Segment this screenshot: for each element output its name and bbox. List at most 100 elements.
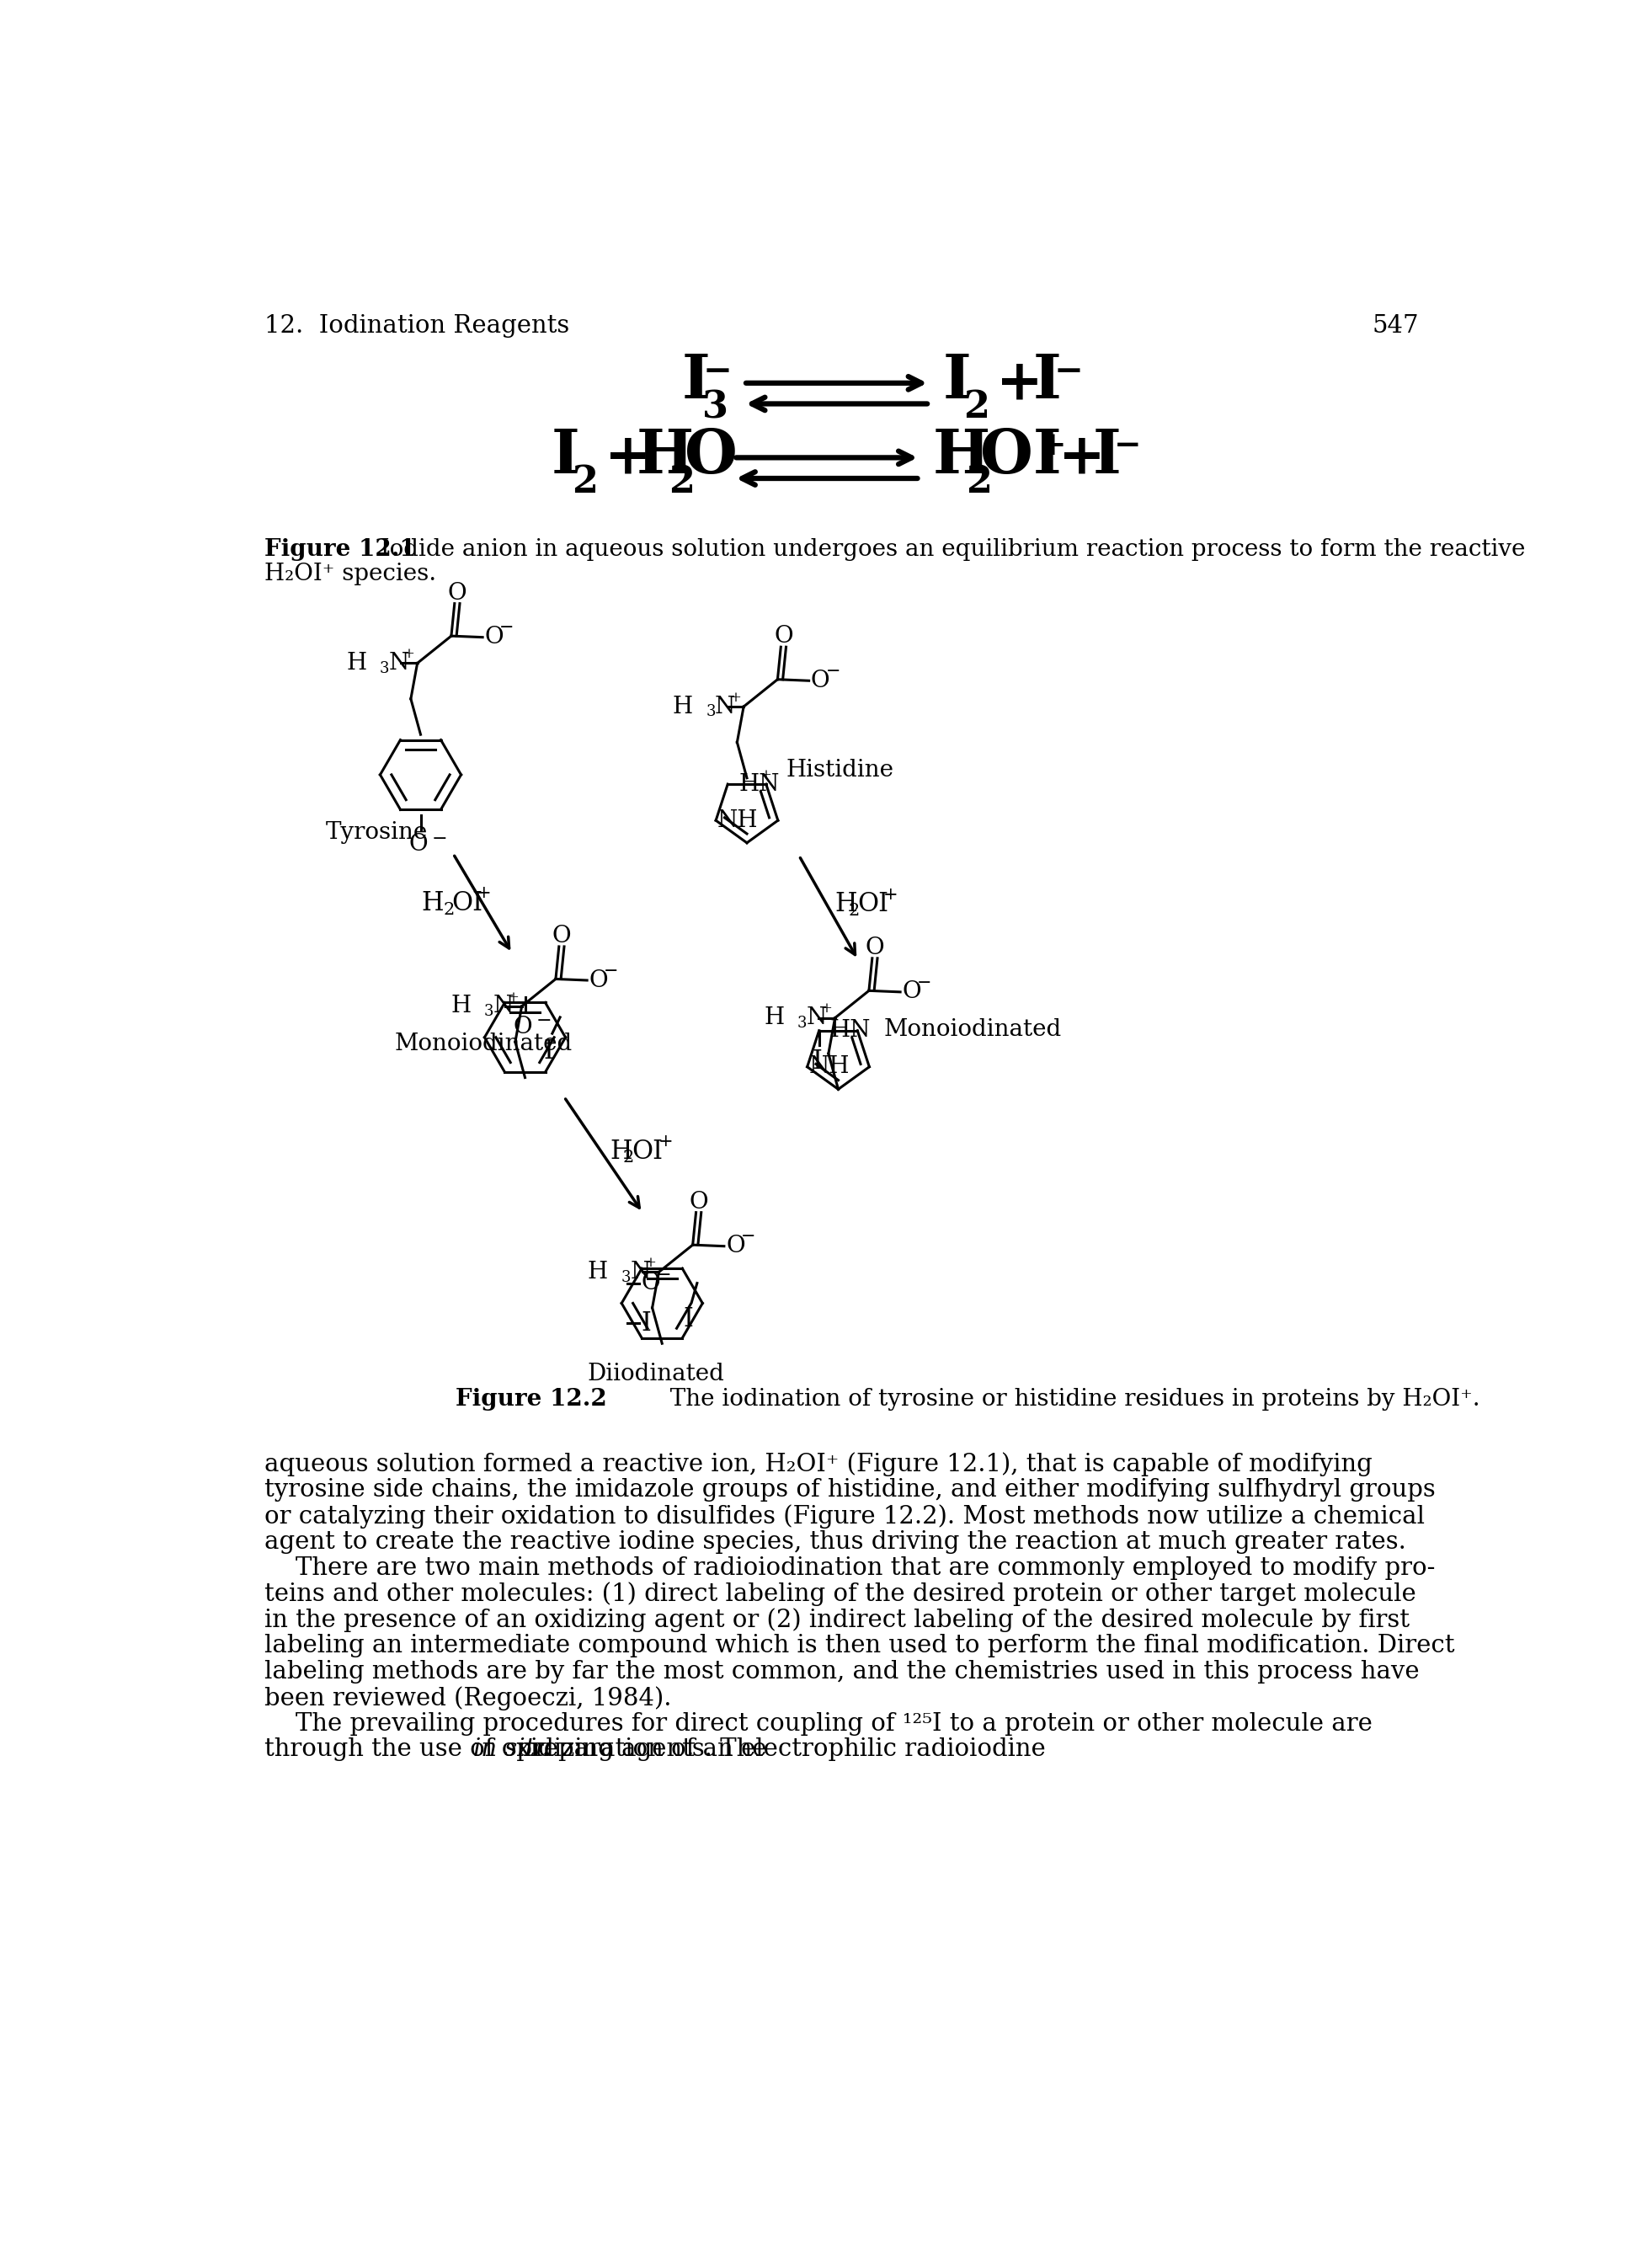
- Text: +: +: [821, 1002, 832, 1016]
- Text: labeling methods are by far the most common, and the chemistries used in this pr: labeling methods are by far the most com…: [264, 1660, 1419, 1683]
- Text: H: H: [609, 1139, 632, 1163]
- Text: N: N: [631, 1261, 650, 1284]
- Text: OI: OI: [980, 426, 1061, 485]
- Text: H₂OI⁺ species.: H₂OI⁺ species.: [264, 562, 435, 585]
- Text: +: +: [729, 689, 741, 705]
- Text: −: −: [1113, 429, 1141, 463]
- Text: O: O: [589, 968, 608, 991]
- Text: 3: 3: [379, 660, 389, 676]
- Text: 2: 2: [443, 903, 455, 919]
- Text: 3: 3: [621, 1270, 631, 1286]
- Text: +: +: [476, 885, 491, 900]
- Text: been reviewed (Regoeczi, 1984).: been reviewed (Regoeczi, 1984).: [264, 1685, 672, 1710]
- Text: Figure 12.2: Figure 12.2: [456, 1388, 608, 1411]
- Text: NH: NH: [718, 810, 759, 832]
- Text: N: N: [389, 651, 409, 674]
- Text: I: I: [544, 1039, 553, 1064]
- Text: 2: 2: [622, 1150, 634, 1166]
- Text: O: O: [685, 426, 737, 485]
- Text: −: −: [499, 619, 514, 637]
- Text: +: +: [997, 356, 1043, 411]
- Text: I: I: [642, 1311, 652, 1336]
- Text: Tyrosine: Tyrosine: [327, 821, 429, 844]
- Text: −: −: [741, 1229, 755, 1245]
- Text: O: O: [690, 1191, 708, 1213]
- Text: +: +: [402, 646, 415, 662]
- Text: +: +: [507, 991, 519, 1005]
- Text: O: O: [448, 583, 466, 606]
- Text: agent to create the reactive iodine species, thus driving the reaction at much g: agent to create the reactive iodine spec…: [264, 1531, 1406, 1554]
- Text: OI: OI: [452, 891, 483, 916]
- Text: 2: 2: [668, 465, 695, 501]
- Text: I: I: [943, 352, 970, 411]
- Text: H: H: [836, 891, 857, 919]
- Text: +: +: [658, 1134, 673, 1150]
- Text: N: N: [493, 996, 514, 1018]
- Text: teins and other molecules: (1) direct labeling of the desired protein or other t: teins and other molecules: (1) direct la…: [264, 1583, 1415, 1606]
- Text: O: O: [773, 626, 793, 649]
- Text: H: H: [346, 651, 366, 674]
- Text: −: −: [918, 975, 933, 991]
- Text: +: +: [760, 769, 772, 782]
- Text: +: +: [1059, 431, 1105, 485]
- Text: +: +: [644, 1256, 657, 1270]
- Text: The iodination of tyrosine or histidine residues in proteins by H₂OI⁺.: The iodination of tyrosine or histidine …: [655, 1388, 1481, 1411]
- Text: I: I: [1033, 352, 1061, 411]
- Text: O: O: [726, 1234, 745, 1256]
- Text: O: O: [484, 626, 504, 649]
- Text: O: O: [642, 1272, 660, 1295]
- Text: Monoiodinated: Monoiodinated: [394, 1032, 573, 1055]
- Text: H: H: [588, 1261, 608, 1284]
- Text: −: −: [604, 964, 619, 980]
- Text: I: I: [683, 1306, 693, 1331]
- Text: −: −: [1054, 354, 1084, 390]
- Text: NH: NH: [808, 1055, 849, 1077]
- Text: HN: HN: [739, 773, 780, 796]
- Text: N: N: [714, 696, 736, 719]
- Text: tyrosine side chains, the imidazole groups of histidine, and either modifying su: tyrosine side chains, the imidazole grou…: [264, 1479, 1435, 1501]
- Text: H: H: [635, 426, 693, 485]
- Text: N: N: [806, 1007, 828, 1030]
- Text: OI: OI: [857, 891, 888, 919]
- Text: 2: 2: [847, 903, 859, 919]
- Text: O: O: [865, 937, 885, 959]
- Text: OI: OI: [632, 1139, 663, 1163]
- Text: 547: 547: [1373, 315, 1419, 338]
- Text: or catalyzing their oxidation to disulfides (Figure 12.2). Most methods now util: or catalyzing their oxidation to disulfi…: [264, 1504, 1424, 1529]
- Text: −: −: [535, 1012, 552, 1030]
- Text: aqueous solution formed a reactive ion, H₂OI⁺ (Figure 12.1), that is capable of : aqueous solution formed a reactive ion, …: [264, 1452, 1373, 1476]
- Text: O: O: [901, 980, 921, 1002]
- Text: +: +: [1039, 429, 1067, 463]
- Text: H: H: [420, 891, 443, 916]
- Text: Figure 12.1: Figure 12.1: [264, 538, 415, 560]
- Text: I: I: [1094, 426, 1121, 485]
- Text: through the use of oxidizing agents. The: through the use of oxidizing agents. The: [264, 1737, 773, 1762]
- Text: −: −: [655, 1266, 672, 1284]
- Text: O: O: [552, 925, 571, 948]
- Text: −: −: [432, 830, 447, 848]
- Text: 12.  Iodination Reagents: 12. Iodination Reagents: [264, 315, 570, 338]
- Text: 3: 3: [484, 1005, 494, 1018]
- Text: Diiodinated: Diiodinated: [586, 1363, 724, 1386]
- Text: I: I: [552, 426, 580, 485]
- Text: 2: 2: [571, 465, 598, 501]
- Text: Monoiodinated: Monoiodinated: [883, 1018, 1062, 1041]
- Text: H: H: [764, 1007, 785, 1030]
- Text: 3: 3: [796, 1016, 806, 1030]
- Text: +: +: [883, 887, 898, 903]
- Text: 3: 3: [706, 705, 716, 719]
- Text: The prevailing procedures for direct coupling of ¹²⁵I to a protein or other mole: The prevailing procedures for direct cou…: [264, 1712, 1373, 1735]
- Text: H: H: [933, 426, 990, 485]
- Text: O: O: [409, 832, 429, 855]
- Text: O: O: [811, 669, 829, 692]
- Text: −: −: [826, 665, 841, 680]
- Text: I: I: [813, 1048, 823, 1075]
- Text: 2: 2: [964, 390, 990, 426]
- Text: Iodide anion in aqueous solution undergoes an equilibrium reaction process to fo: Iodide anion in aqueous solution undergo…: [366, 538, 1525, 560]
- Text: HN: HN: [831, 1018, 870, 1041]
- Text: O: O: [514, 1016, 532, 1039]
- Text: I: I: [681, 352, 709, 411]
- Text: in the presence of an oxidizing agent or (2) indirect labeling of the desired mo: in the presence of an oxidizing agent or…: [264, 1608, 1409, 1633]
- Text: There are two main methods of radioiodination that are commonly employed to modi: There are two main methods of radioiodin…: [264, 1556, 1435, 1581]
- Text: Histidine: Histidine: [787, 758, 893, 780]
